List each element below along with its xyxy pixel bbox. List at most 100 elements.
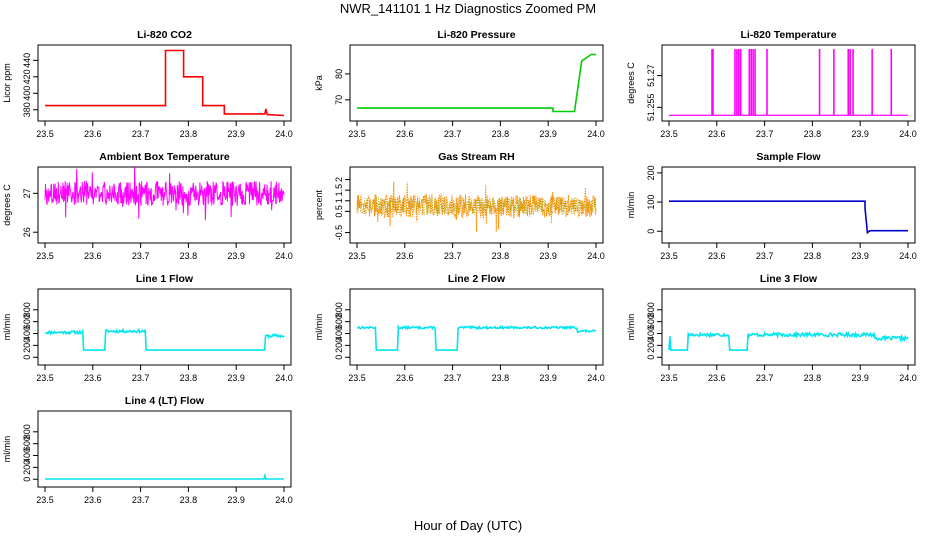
plot-frame [661, 166, 916, 244]
panel-li-820-co2: Li-820 CO2 23.5 23.6 23.7 23.8 23.9 24.0 380400… [2, 29, 293, 139]
x-tick-label: 23.6 [84, 495, 102, 505]
x-tick-label: 24.0 [587, 129, 605, 139]
x-tick-label: 23.7 [132, 251, 150, 261]
x-tick-label: 23.7 [756, 251, 774, 261]
series-group [356, 323, 597, 351]
x-tick-label: 24.0 [899, 251, 917, 261]
series-group [44, 167, 285, 221]
x-tick-label: 23.5 [36, 495, 54, 505]
x-tick-label: 23.7 [756, 129, 774, 139]
x-tick-label: 23.8 [804, 251, 822, 261]
x-tick-label: 23.8 [180, 251, 198, 261]
x-tick-label: 23.5 [660, 373, 678, 383]
x-tick-label: 24.0 [275, 251, 293, 261]
x-tick-label: 23.9 [539, 373, 557, 383]
plot-frame [37, 410, 292, 488]
x-tick-label: 23.9 [851, 251, 869, 261]
plot-frame [349, 44, 604, 122]
y-tick-label: 51.255 [646, 94, 656, 122]
y-axis-label: degrees C [626, 62, 636, 104]
y-tick-label: 100 [646, 195, 656, 210]
x-tick-label: 23.8 [804, 373, 822, 383]
panel-line-1-flow: Line 1 Flow 23.5 23.6 23.7 23.8 23.9 24.0 0 2004… [2, 273, 293, 383]
series-line [44, 327, 285, 351]
y-tick-label: 0 [646, 355, 656, 360]
x-tick-label: 23.8 [180, 495, 198, 505]
plot-frame [349, 166, 604, 244]
y-tick-label: -0.5 [334, 225, 344, 241]
y-tick-label: 800 [22, 424, 32, 439]
series-line [45, 472, 284, 480]
y-tick-label: 400 [22, 86, 32, 101]
series-group [45, 472, 284, 480]
y-tick-label: 400 [334, 326, 344, 341]
x-tick-label: 23.6 [396, 373, 414, 383]
y-axis-label: ml/min [2, 314, 12, 341]
x-tick-label: 23.6 [396, 129, 414, 139]
x-tick-label: 23.7 [444, 129, 462, 139]
series-group [669, 200, 908, 235]
panel-sample-flow: Sample Flow 23.5 23.6 23.7 23.8 23.9 24.0 0 100 2… [626, 151, 917, 261]
y-axis-label: ml/min [2, 436, 12, 463]
x-tick-label: 24.0 [899, 373, 917, 383]
panel-line-4-lt-flow: Line 4 (LT) Flow 23.5 23.6 23.7 23.8 23.9 24.0… [2, 395, 293, 505]
panel-title: Line 2 Flow [448, 273, 506, 285]
series-line [356, 181, 597, 232]
y-tick-label: 400 [22, 448, 32, 463]
y-tick-label: 51.27 [646, 64, 656, 87]
x-tick-label: 23.9 [227, 251, 245, 261]
plot-frame [661, 44, 916, 122]
panel-title: Line 4 (LT) Flow [125, 395, 205, 407]
x-tick-label: 23.9 [227, 373, 245, 383]
x-tick-label: 23.5 [348, 129, 366, 139]
x-tick-label: 24.0 [587, 373, 605, 383]
y-tick-label: 200 [334, 338, 344, 353]
y-tick-label: 800 [334, 302, 344, 317]
x-tick-label: 23.7 [132, 373, 150, 383]
y-tick-label: 400 [22, 326, 32, 341]
plot-frame [37, 44, 292, 122]
x-tick-label: 24.0 [275, 373, 293, 383]
y-tick-label: 800 [646, 302, 656, 317]
x-tick-label: 23.6 [708, 251, 726, 261]
y-tick-label: 600 [646, 314, 656, 329]
x-tick-label: 23.9 [227, 495, 245, 505]
panel-gas-stream-rh: Gas Stream RH 23.5 23.6 23.7 23.8 23.9 24.0 -0.… [314, 151, 605, 261]
series-line [45, 49, 285, 117]
x-tick-label: 23.6 [708, 373, 726, 383]
y-tick-label: 1 [334, 198, 344, 203]
panel-title: Ambient Box Temperature [99, 151, 230, 163]
y-tick-label: 0 [22, 477, 32, 482]
x-tick-label: 23.6 [84, 373, 102, 383]
figure-x-axis-label: Hour of Day (UTC) [413, 518, 523, 533]
x-tick-label: 23.6 [396, 251, 414, 261]
y-axis-label: Licor ppm [2, 63, 12, 103]
plot-frame [37, 166, 292, 244]
series-line [668, 330, 909, 351]
x-tick-label: 23.8 [492, 373, 510, 383]
series-line [44, 167, 285, 221]
y-axis-label: kPa [314, 75, 324, 91]
series-group [45, 49, 285, 117]
series-group [668, 330, 909, 351]
x-tick-label: 23.9 [539, 129, 557, 139]
x-tick-label: 23.6 [84, 129, 102, 139]
y-tick-label: 1.5 [334, 184, 344, 197]
series-group [357, 53, 596, 113]
y-axis-label: percent [314, 189, 324, 220]
series-group [44, 327, 285, 351]
plot-frame [661, 288, 916, 366]
panel-title: Line 1 Flow [136, 273, 194, 285]
panel-ambient-box-temperature: Ambient Box Temperature 23.5 23.6 23.7 23.8 2… [2, 151, 293, 261]
panel-li-820-pressure: Li-820 Pressure 23.5 23.6 23.7 23.8 23.9 24.0 7… [314, 29, 605, 139]
panel-title: Li-820 CO2 [137, 29, 192, 41]
y-tick-label: 420 [22, 69, 32, 84]
x-tick-label: 24.0 [899, 129, 917, 139]
x-tick-label: 23.9 [851, 373, 869, 383]
y-tick-label: 0.5 [334, 205, 344, 218]
series-line [356, 323, 597, 351]
x-tick-label: 23.7 [132, 495, 150, 505]
x-tick-label: 23.6 [84, 251, 102, 261]
